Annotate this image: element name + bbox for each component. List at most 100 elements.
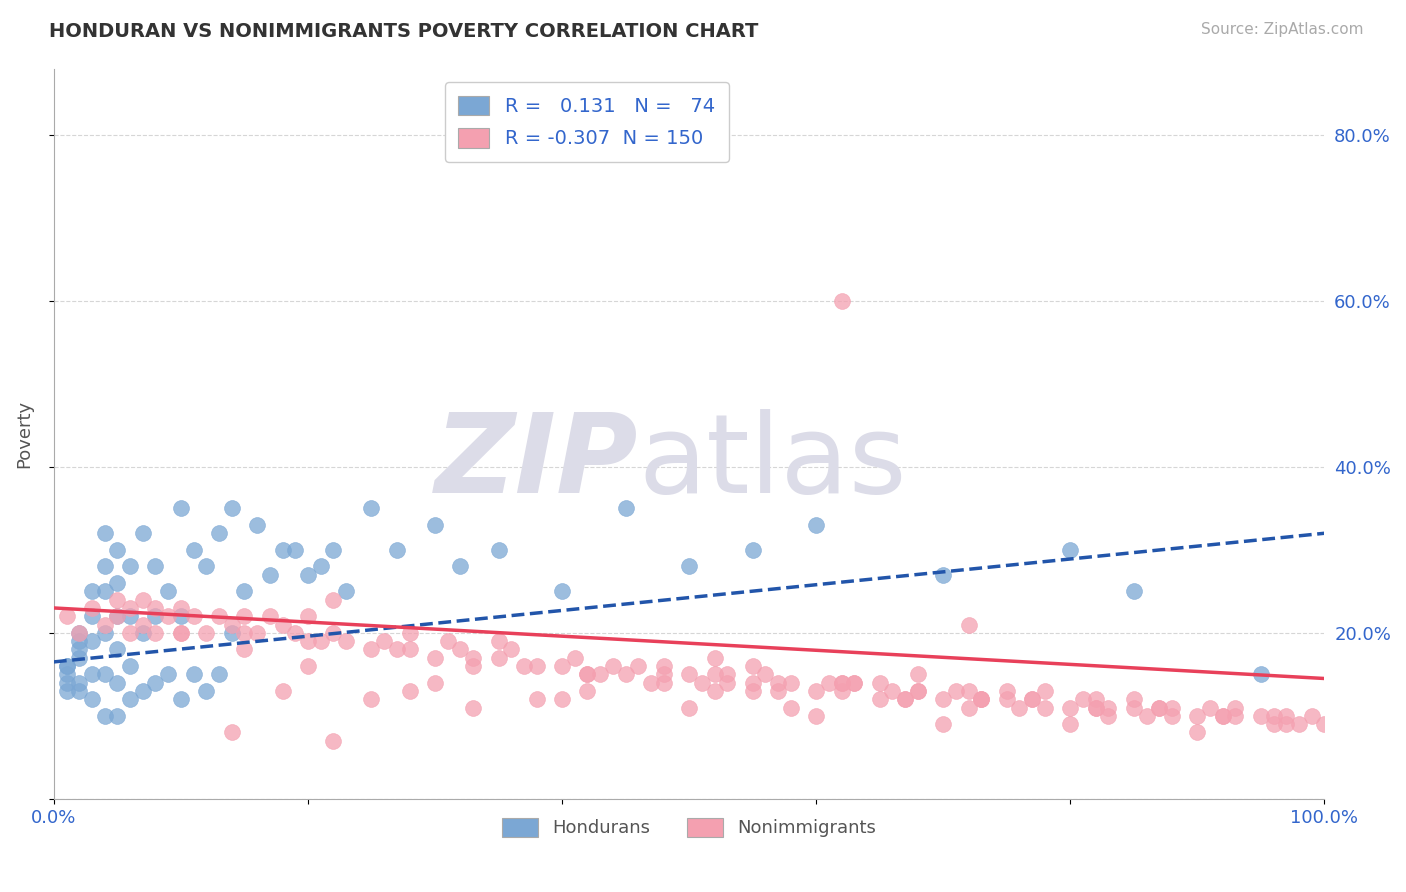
Point	[1084, 700, 1107, 714]
Point	[322, 542, 344, 557]
Point	[488, 650, 510, 665]
Point	[120, 625, 142, 640]
Point	[463, 700, 485, 714]
Point	[957, 700, 980, 714]
Point	[335, 584, 357, 599]
Point	[1147, 700, 1170, 714]
Point	[1250, 667, 1272, 681]
Point	[1084, 700, 1107, 714]
Point	[1187, 709, 1209, 723]
Point	[1263, 709, 1285, 723]
Point	[105, 642, 128, 657]
Point	[322, 592, 344, 607]
Point	[526, 659, 548, 673]
Point	[932, 717, 955, 731]
Point	[67, 684, 90, 698]
Point	[221, 625, 243, 640]
Point	[602, 659, 624, 673]
Point	[170, 501, 193, 516]
Point	[398, 642, 420, 657]
Point	[1313, 717, 1336, 731]
Point	[309, 634, 332, 648]
Point	[183, 609, 205, 624]
Point	[551, 584, 574, 599]
Point	[309, 559, 332, 574]
Point	[1250, 709, 1272, 723]
Point	[831, 684, 853, 698]
Point	[716, 667, 738, 681]
Point	[907, 684, 929, 698]
Point	[398, 684, 420, 698]
Point	[385, 542, 408, 557]
Point	[93, 584, 115, 599]
Point	[195, 684, 218, 698]
Point	[463, 650, 485, 665]
Point	[145, 625, 167, 640]
Point	[652, 667, 675, 681]
Y-axis label: Poverty: Poverty	[15, 400, 32, 467]
Point	[373, 634, 395, 648]
Point	[132, 625, 155, 640]
Point	[766, 684, 789, 698]
Point	[995, 692, 1018, 706]
Point	[678, 667, 700, 681]
Point	[614, 667, 637, 681]
Point	[1275, 709, 1298, 723]
Point	[55, 659, 77, 673]
Point	[932, 692, 955, 706]
Point	[80, 609, 103, 624]
Point	[93, 709, 115, 723]
Point	[322, 625, 344, 640]
Point	[67, 650, 90, 665]
Point	[233, 609, 256, 624]
Point	[741, 675, 763, 690]
Point	[145, 609, 167, 624]
Point	[1021, 692, 1043, 706]
Point	[55, 675, 77, 690]
Point	[105, 709, 128, 723]
Point	[488, 542, 510, 557]
Point	[703, 650, 725, 665]
Point	[195, 559, 218, 574]
Point	[741, 542, 763, 557]
Point	[170, 601, 193, 615]
Point	[1288, 717, 1310, 731]
Point	[1212, 709, 1234, 723]
Point	[501, 642, 523, 657]
Point	[804, 709, 827, 723]
Point	[1147, 700, 1170, 714]
Point	[360, 501, 382, 516]
Point	[297, 567, 319, 582]
Point	[105, 592, 128, 607]
Point	[551, 659, 574, 673]
Legend: Hondurans, Nonimmigrants: Hondurans, Nonimmigrants	[495, 811, 883, 845]
Point	[284, 625, 307, 640]
Point	[488, 634, 510, 648]
Point	[779, 675, 801, 690]
Point	[970, 692, 993, 706]
Point	[1199, 700, 1222, 714]
Point	[105, 609, 128, 624]
Point	[551, 692, 574, 706]
Point	[55, 667, 77, 681]
Point	[170, 625, 193, 640]
Point	[1033, 700, 1056, 714]
Point	[576, 667, 599, 681]
Point	[67, 642, 90, 657]
Point	[957, 684, 980, 698]
Point	[132, 592, 155, 607]
Point	[804, 684, 827, 698]
Point	[80, 667, 103, 681]
Point	[627, 659, 650, 673]
Point	[652, 675, 675, 690]
Point	[93, 559, 115, 574]
Point	[105, 542, 128, 557]
Point	[1097, 709, 1119, 723]
Point	[678, 559, 700, 574]
Point	[589, 667, 612, 681]
Point	[1263, 717, 1285, 731]
Point	[882, 684, 904, 698]
Point	[907, 684, 929, 698]
Point	[145, 559, 167, 574]
Point	[246, 625, 269, 640]
